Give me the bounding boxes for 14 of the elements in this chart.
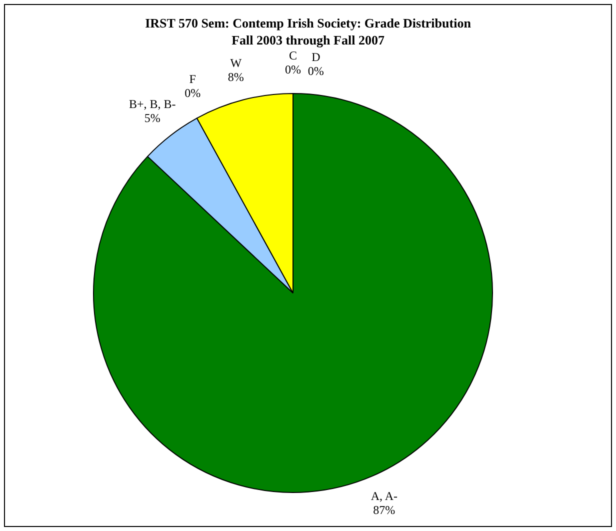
slice-label: B+, B, B- (128, 96, 176, 111)
chart-subtitle: Fall 2003 through Fall 2007 (232, 32, 385, 48)
data-label: 87% (373, 502, 396, 517)
text: 0% (308, 64, 324, 78)
category-label: F (189, 72, 196, 86)
category-label: C (288, 48, 298, 63)
data-label: 8% (228, 70, 244, 84)
slice-label: W (230, 56, 242, 70)
text: 0% (184, 86, 201, 100)
chart-title: IRST 570 Sem: Contemp Irish Society: Grade Distribution (145, 15, 472, 30)
data-label: 5% (144, 110, 160, 125)
text: 0% (285, 62, 301, 77)
slice-label: A, A- (370, 488, 398, 503)
category-label: D (312, 50, 320, 64)
